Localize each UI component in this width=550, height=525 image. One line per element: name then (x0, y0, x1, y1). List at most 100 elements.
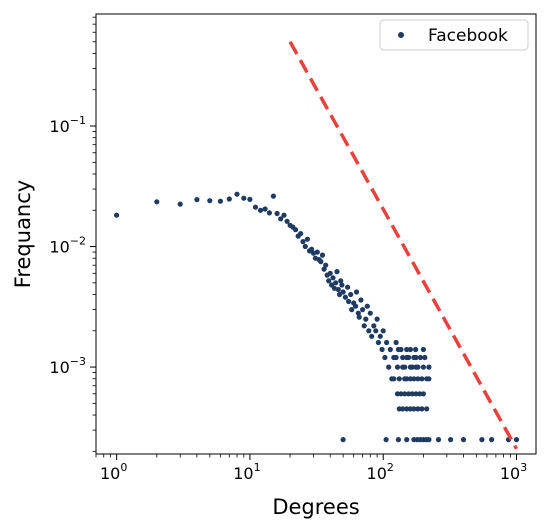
data-point (411, 406, 417, 412)
data-point (384, 339, 390, 346)
data-point (234, 191, 240, 197)
data-point (419, 376, 425, 382)
data-point (386, 364, 392, 370)
data-point (375, 339, 381, 346)
plot-frame (95, 13, 537, 455)
data-point (266, 210, 272, 216)
data-point (369, 333, 375, 339)
data-point (404, 354, 410, 361)
data-point (339, 282, 345, 288)
data-point (363, 316, 369, 322)
data-point (333, 280, 339, 286)
data-point (338, 278, 344, 284)
data-point (380, 328, 386, 334)
x-tick-label: 100 (100, 461, 127, 483)
data-point (177, 201, 183, 207)
data-point (207, 198, 213, 204)
data-point (360, 307, 366, 313)
data-point (411, 354, 417, 361)
data-point (349, 307, 355, 313)
data-point (415, 376, 421, 382)
data-point (293, 227, 299, 233)
data-point (331, 285, 337, 291)
reference-line (288, 40, 519, 450)
data-point (460, 437, 467, 443)
legend-box (379, 19, 529, 51)
data-point (426, 437, 432, 443)
data-point (252, 204, 259, 210)
data-point (364, 303, 370, 309)
data-point (257, 207, 264, 213)
y-tick-label: 10−3 (49, 355, 86, 377)
data-point (309, 246, 315, 252)
data-point (404, 346, 410, 353)
data-point (417, 391, 423, 397)
data-point (304, 236, 310, 242)
data-point (400, 354, 406, 361)
x-tick-label: 101 (233, 461, 260, 483)
data-point (513, 437, 520, 443)
data-point (393, 339, 399, 346)
data-point (300, 239, 306, 245)
data-point (413, 346, 419, 353)
data-point (395, 437, 401, 443)
data-point (356, 314, 362, 320)
data-point (323, 262, 329, 268)
data-point (154, 199, 160, 205)
data-point (298, 231, 304, 237)
data-point (391, 376, 397, 382)
data-point (366, 328, 372, 334)
data-point (318, 259, 324, 265)
data-point (479, 437, 485, 443)
x-axis-ticks: 100 101 102 103 (95, 454, 527, 483)
data-point (402, 391, 408, 397)
data-point (383, 437, 389, 443)
data-point (270, 193, 276, 199)
data-point (348, 291, 354, 298)
data-point (400, 364, 406, 370)
data-point (382, 354, 388, 361)
data-point (353, 303, 359, 309)
data-point (217, 198, 223, 204)
x-tick-label: 103 (500, 461, 527, 483)
data-point (330, 275, 336, 281)
data-point (226, 196, 232, 202)
data-point (284, 218, 290, 224)
data-point (371, 323, 377, 329)
data-point (374, 316, 380, 322)
data-point (247, 196, 253, 202)
data-point (407, 376, 413, 382)
data-point (404, 406, 410, 412)
x-tick-label: 102 (367, 461, 394, 483)
data-point (435, 437, 442, 443)
data-point (420, 364, 426, 370)
data-point (314, 249, 320, 255)
chart-marks (114, 40, 520, 450)
data-point (420, 346, 426, 353)
data-point (355, 310, 361, 316)
data-point (413, 364, 419, 370)
y-tick-label: 10−2 (49, 235, 86, 257)
data-point (194, 197, 200, 203)
data-point (396, 376, 402, 382)
data-point (413, 391, 419, 397)
data-point (327, 270, 333, 276)
data-point (404, 437, 410, 443)
data-point (419, 406, 425, 412)
data-point (398, 391, 404, 397)
x-axis-label: Degrees (272, 495, 359, 519)
data-point (367, 310, 373, 316)
data-point (387, 346, 393, 353)
y-axis-label: Frequancy (11, 180, 35, 288)
data-point (241, 195, 247, 201)
data-point (340, 289, 346, 295)
data-point (302, 243, 308, 250)
data-point (394, 364, 401, 370)
data-point (358, 297, 364, 303)
data-point (393, 354, 399, 361)
data-point (379, 346, 385, 353)
data-point (321, 266, 327, 272)
data-point (407, 364, 413, 370)
data-point (342, 294, 348, 300)
